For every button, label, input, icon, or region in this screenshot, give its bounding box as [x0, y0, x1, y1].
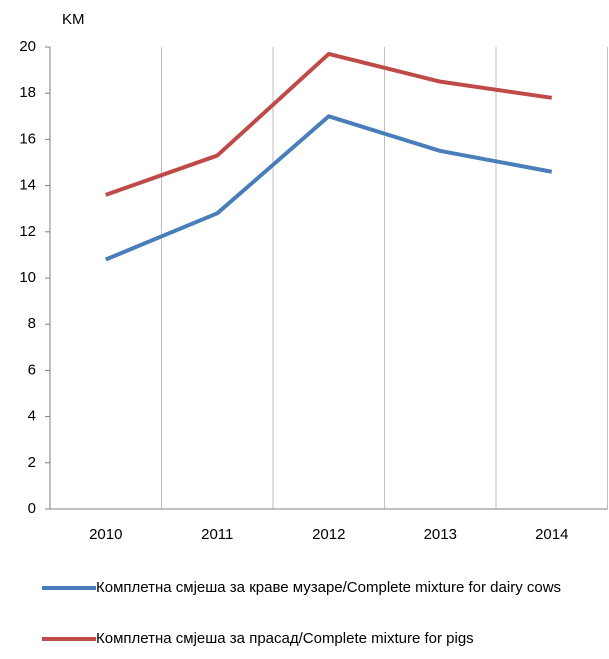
- legend-item: Комплетна смјеша за краве музаре/Complet…: [42, 577, 602, 598]
- x-tick-label: 2014: [535, 526, 568, 543]
- legend-label: Комплетна смјеша за прасад/Complete mixt…: [96, 630, 474, 647]
- y-tick-label: 20: [19, 38, 36, 55]
- y-tick-label: 10: [19, 269, 36, 286]
- y-tick-label: 4: [28, 408, 36, 425]
- chart: KM 0 2 4 6 8 10 12 14 16 18 20 2010 2011 2012 2013 2014: [19, 11, 608, 543]
- y-tick-label: 18: [19, 84, 36, 101]
- y-tick-label: 16: [19, 130, 36, 147]
- series-line: [105, 51, 553, 197]
- legend-label: Комплетна смјеша за краве музаре/Complet…: [96, 579, 562, 596]
- y-tick-label: 12: [19, 223, 36, 240]
- x-tick-label: 2010: [89, 526, 122, 543]
- series-line: [104, 114, 553, 262]
- legend-swatch: [42, 586, 96, 590]
- y-tick-label: 2: [28, 454, 36, 471]
- y-tick-label: 0: [28, 500, 36, 517]
- y-tick-label: 6: [28, 361, 36, 378]
- y-tick-label: 8: [28, 315, 36, 332]
- x-tick-label: 2012: [312, 526, 345, 543]
- y-axis-label: KM: [62, 11, 85, 28]
- legend-item: Комплетна смјеша за прасад/Complete mixt…: [42, 628, 602, 649]
- y-tick-label: 14: [19, 177, 36, 194]
- legend-swatch: [42, 637, 96, 641]
- x-tick-label: 2011: [201, 526, 233, 543]
- x-tick-label: 2013: [424, 526, 457, 543]
